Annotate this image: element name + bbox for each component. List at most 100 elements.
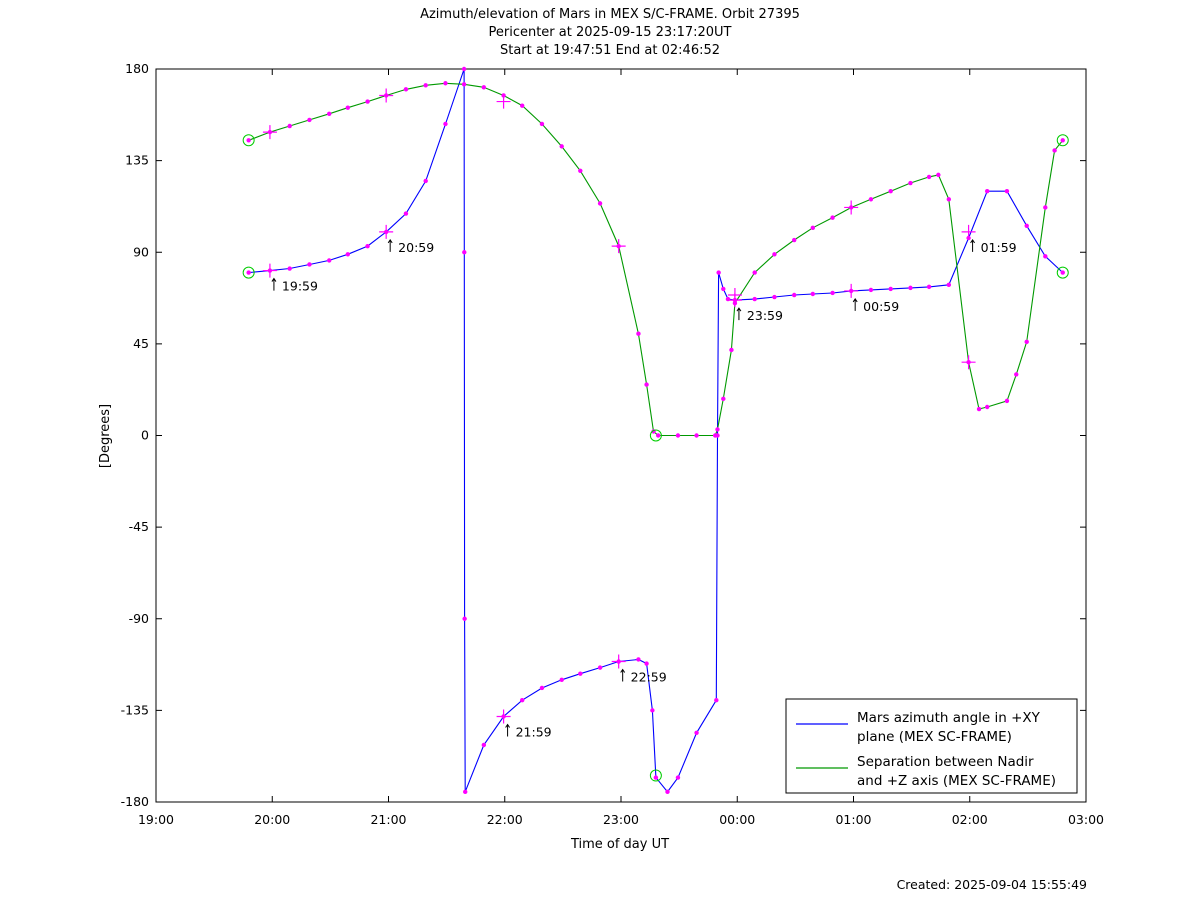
endpoint-marker (649, 769, 662, 782)
data-markers (242, 66, 1069, 795)
x-tick-label: 03:00 (1068, 812, 1104, 827)
y-tick-label: -45 (129, 519, 149, 534)
data-point (365, 243, 370, 249)
data-point (246, 138, 251, 143)
chart-title: Azimuth/elevation of Mars in MEX S/C-FRA… (420, 7, 800, 58)
data-point (721, 396, 726, 402)
data-point (984, 404, 990, 410)
legend-label: and +Z axis (MEX SC-FRAME) (857, 773, 1056, 789)
hour-marker (496, 709, 511, 724)
y-tick-label: 45 (133, 336, 149, 351)
data-point (636, 657, 641, 662)
data-point (307, 262, 312, 267)
hour-marker (961, 355, 976, 370)
data-point (597, 201, 603, 206)
data-point (656, 433, 661, 438)
endpoint-marker (1056, 134, 1069, 147)
time-annotations: 19:59 20:59 21:59 22:59 23:59 00:59 01:59 (271, 238, 1017, 739)
y-tick-label: 135 (125, 153, 149, 168)
data-point (1004, 398, 1010, 404)
y-tick-label: 90 (133, 244, 149, 259)
data-point (327, 111, 332, 116)
data-point (752, 296, 757, 302)
annotation-arrow (852, 298, 858, 311)
data-point (694, 433, 699, 438)
data-point (345, 252, 351, 257)
data-point (519, 103, 525, 108)
data-point (1043, 254, 1048, 259)
data-point (539, 121, 545, 127)
data-point (578, 671, 583, 676)
data-point (752, 270, 757, 275)
y-tick-label: 180 (125, 61, 149, 76)
data-point (694, 730, 699, 735)
x-tick-label: 01:00 (835, 812, 871, 827)
data-point (461, 66, 467, 72)
data-point (888, 286, 893, 292)
x-tick-label: 23:00 (603, 812, 639, 827)
data-point (559, 677, 564, 683)
data-point (888, 188, 893, 194)
data-point (946, 282, 952, 288)
annotation-arrow (970, 238, 976, 252)
data-point (810, 291, 816, 297)
legend: Mars azimuth angle in +XY plane (MEX SC-F… (785, 698, 1078, 794)
legend-box (785, 698, 1078, 794)
annotation-label: 21:59 (516, 724, 552, 739)
data-point (462, 250, 467, 255)
data-point (650, 708, 655, 713)
data-point (287, 123, 292, 129)
annotation-arrow (271, 277, 277, 291)
data-point (772, 294, 777, 300)
data-point (792, 292, 797, 298)
data-point (443, 121, 448, 127)
series-line-2 (248, 82, 1064, 437)
endpoint-marker (242, 266, 255, 279)
annotation-label: 22:59 (631, 670, 667, 685)
data-point (636, 331, 641, 336)
data-point (461, 82, 467, 87)
data-point (714, 697, 719, 703)
data-point (365, 99, 370, 104)
data-point (462, 616, 467, 621)
data-point (307, 117, 312, 123)
data-point (936, 172, 941, 178)
created-timestamp: Created: 2025-09-04 15:55:49 (897, 877, 1087, 892)
data-point (721, 286, 726, 292)
data-point (597, 665, 603, 670)
data-point (729, 347, 734, 353)
data-point (423, 178, 428, 184)
data-point (653, 775, 659, 780)
x-tick-label: 20:00 (254, 812, 290, 827)
data-point (644, 661, 649, 666)
annotation-label: 20:59 (398, 240, 434, 255)
x-tick-label: 21:00 (370, 812, 406, 827)
y-tick-label: -90 (129, 611, 149, 626)
data-point (675, 433, 681, 438)
hour-marker (611, 239, 626, 254)
data-point (1004, 188, 1010, 194)
data-point (715, 427, 720, 432)
hour-marker (496, 94, 511, 109)
endpoint-marker (242, 134, 255, 147)
title-line-2: Pericenter at 2025-09-15 23:17:20UT (488, 25, 731, 40)
data-point (946, 197, 952, 202)
data-point (481, 85, 487, 90)
annotation-arrow (505, 723, 511, 737)
data-point (443, 81, 448, 86)
data-point (519, 697, 525, 703)
data-point (665, 789, 670, 795)
x-tick-label: 22:00 (487, 812, 523, 827)
data-point (716, 270, 721, 275)
title-line-1: Azimuth/elevation of Mars in MEX S/C-FRA… (420, 7, 800, 22)
data-point (772, 252, 777, 257)
x-axis-label: Time of day UT (570, 837, 669, 852)
data-point (345, 105, 351, 110)
data-point (287, 266, 292, 271)
legend-label: plane (MEX SC-FRAME) (857, 729, 1012, 745)
data-point (830, 290, 835, 296)
x-tick-label: 02:00 (952, 812, 988, 827)
data-point (908, 285, 913, 291)
annotation-label: 01:59 (981, 240, 1017, 255)
